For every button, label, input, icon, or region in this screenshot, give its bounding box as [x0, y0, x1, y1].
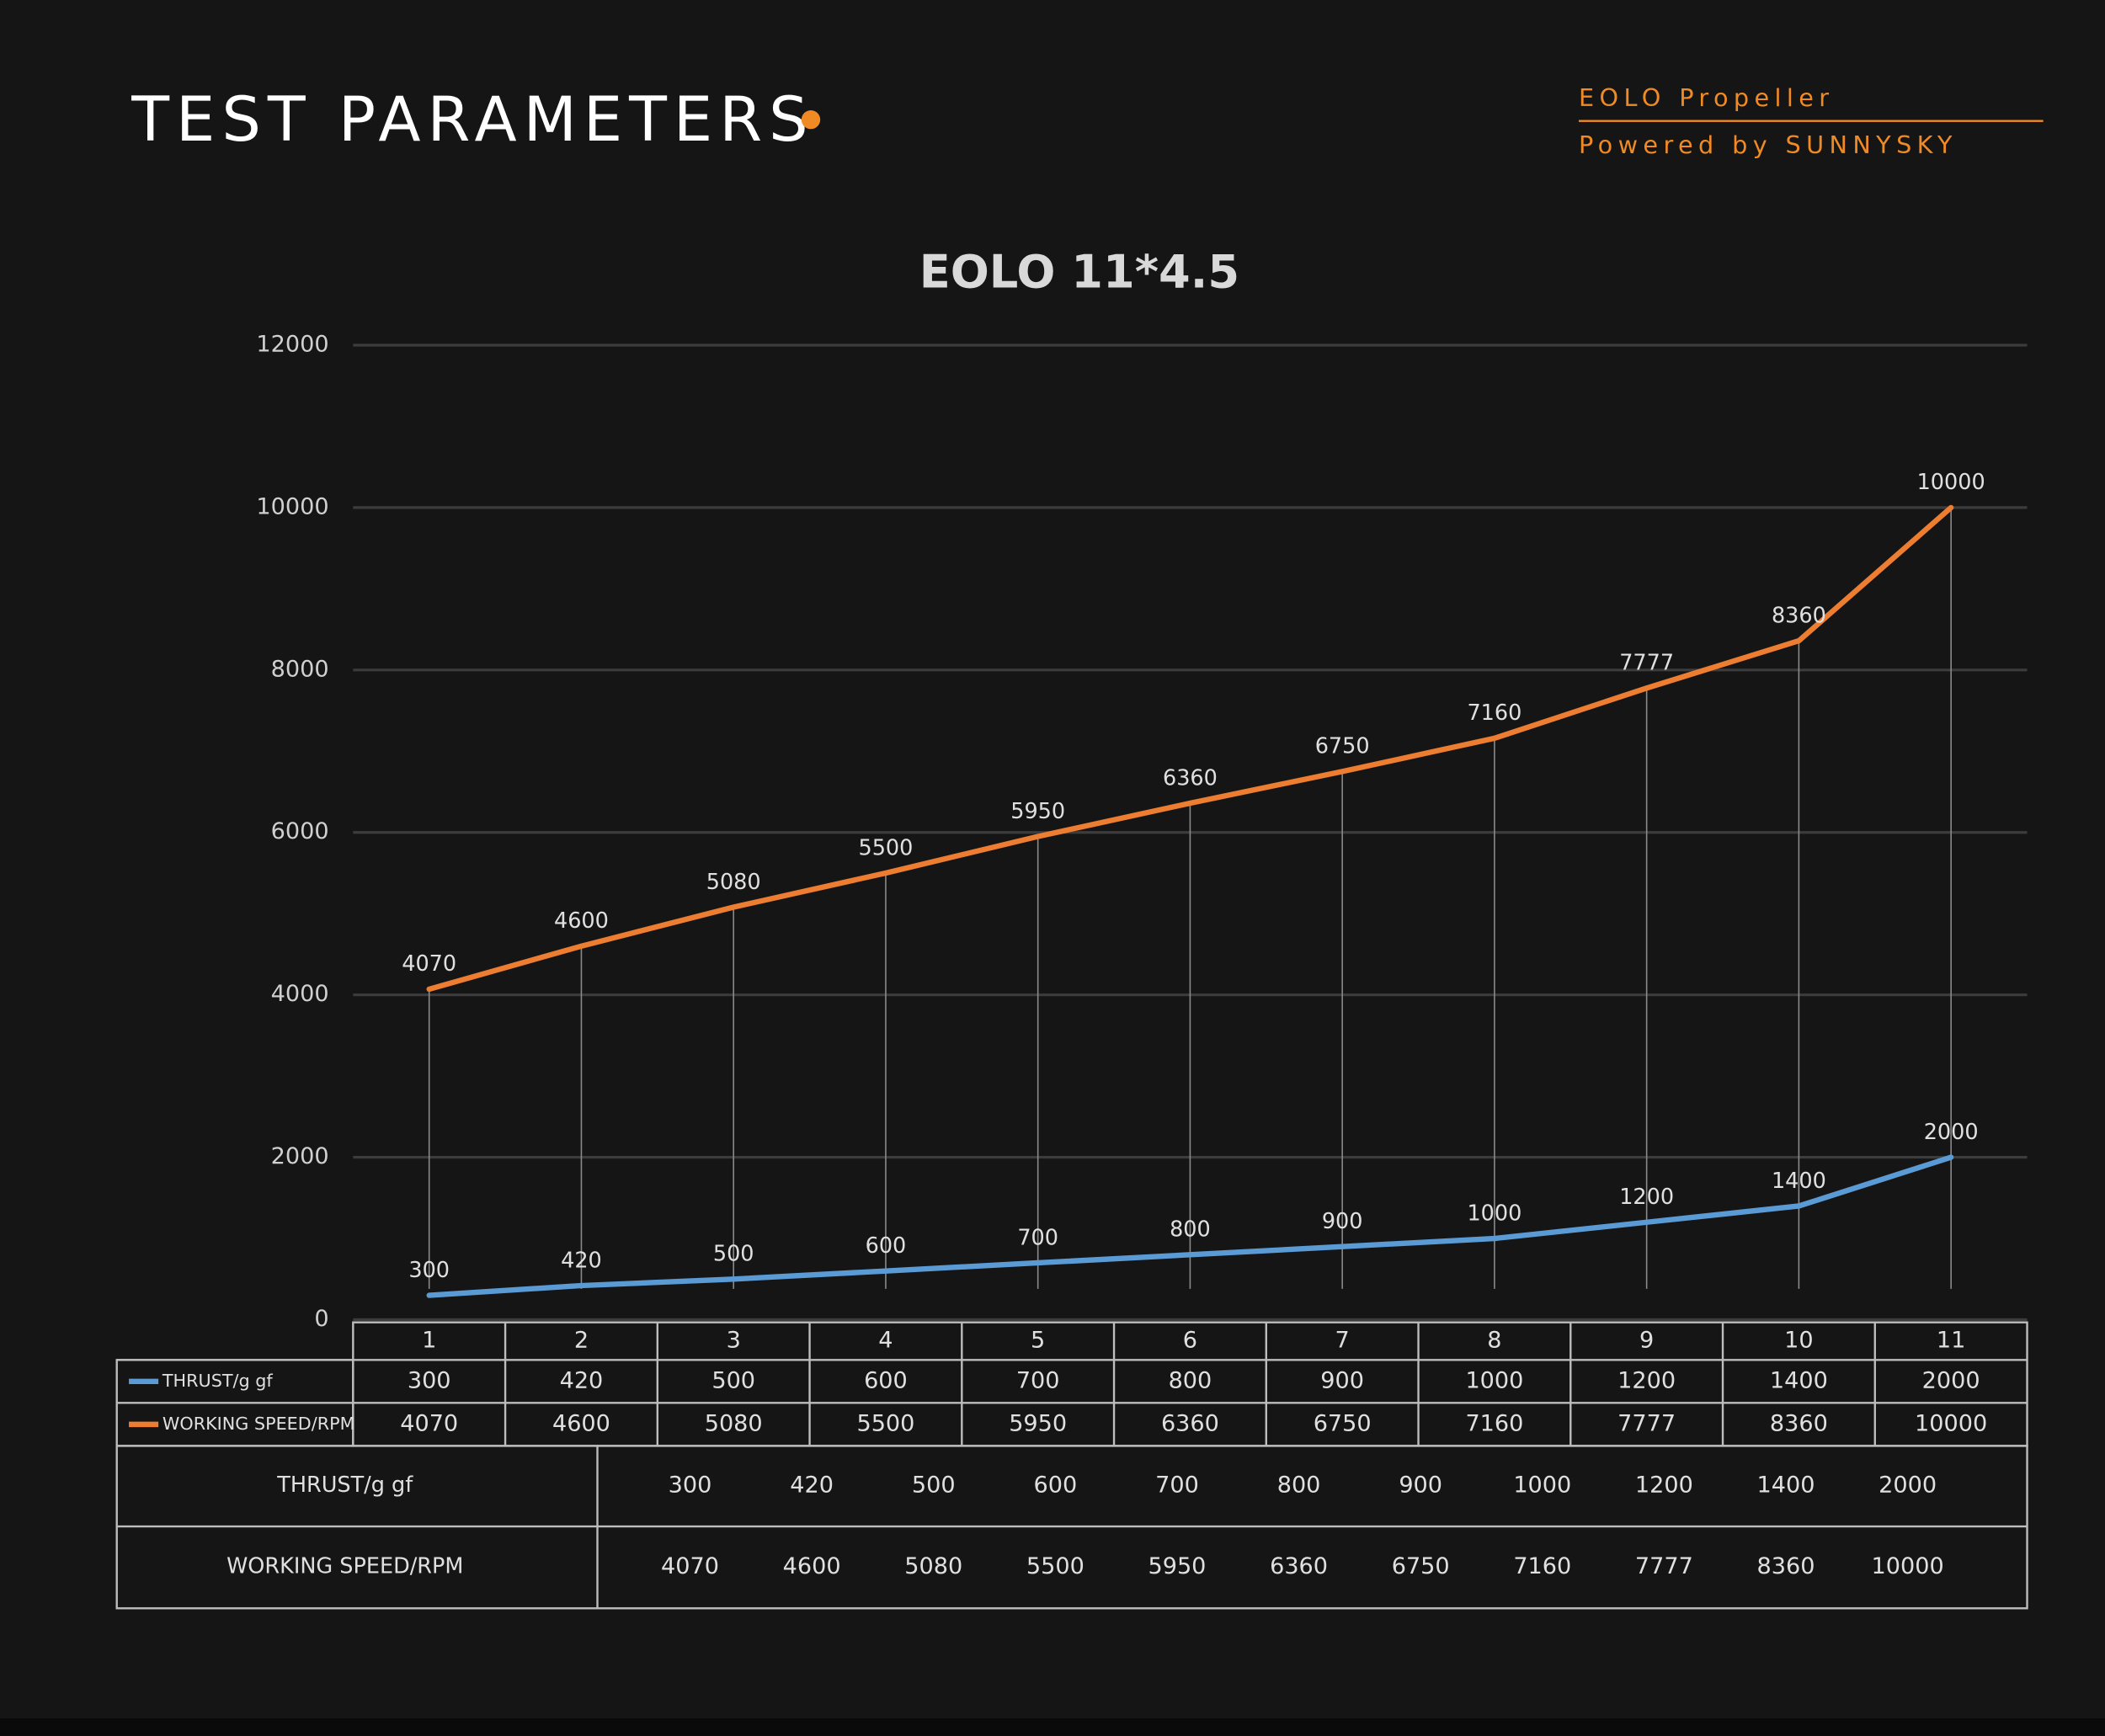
table-cell: 4070	[400, 1410, 458, 1436]
table-cell: 1000	[1465, 1367, 1523, 1393]
table-cell: 300	[408, 1367, 451, 1393]
table-cell: 5950	[1148, 1553, 1206, 1579]
legend-label: WORKING SPEED/RPM	[163, 1414, 355, 1434]
x-tick-label: 1	[422, 1328, 436, 1354]
x-tick-label: 11	[1937, 1328, 1965, 1354]
data-label: 1000	[1467, 1201, 1521, 1226]
table-cell: 800	[1277, 1472, 1321, 1499]
bottom-strip	[0, 1718, 2105, 1736]
title-dot	[801, 109, 821, 130]
table-cell: 300	[669, 1472, 712, 1499]
data-label: 4600	[554, 908, 609, 934]
table-cell: 1400	[1770, 1367, 1828, 1393]
y-tick-label: 6000	[271, 818, 329, 844]
row-header: WORKING SPEED/RPM	[226, 1554, 463, 1579]
data-label: 7160	[1467, 700, 1521, 726]
table-cell: 7777	[1635, 1553, 1693, 1579]
y-tick-label: 2000	[271, 1143, 329, 1169]
x-tick-label: 5	[1031, 1328, 1045, 1354]
data-label: 6750	[1315, 734, 1370, 759]
table-cell: 4600	[552, 1410, 610, 1436]
tagline: Powered by SUNNYSKY	[1579, 130, 1958, 159]
data-label: 600	[866, 1233, 907, 1259]
table-cell: 1400	[1757, 1472, 1815, 1499]
row-header: THRUST/g gf	[276, 1472, 413, 1498]
table-cell: 700	[1016, 1367, 1060, 1393]
x-tick-label: 7	[1335, 1328, 1350, 1354]
series-line	[426, 504, 1954, 993]
data-label: 5950	[1010, 799, 1065, 824]
data-label: 10000	[1917, 470, 1985, 495]
table-cell: 6750	[1392, 1553, 1450, 1579]
x-tick-label: 4	[878, 1328, 893, 1354]
data-label: 8360	[1772, 603, 1826, 628]
table-cell: 900	[1320, 1367, 1364, 1393]
data-label: 700	[1017, 1225, 1058, 1250]
table-cell: 420	[560, 1367, 604, 1393]
data-label: 800	[1170, 1217, 1211, 1243]
table-cell: 800	[1169, 1367, 1212, 1393]
x-tick-label: 6	[1183, 1328, 1197, 1354]
x-tick-label: 10	[1784, 1328, 1813, 1354]
table-cell: 10000	[1872, 1553, 1944, 1579]
page-title: TEST PARAMETERS	[131, 84, 814, 156]
table-cell: 8360	[1770, 1410, 1828, 1436]
x-tick-label: 9	[1639, 1328, 1654, 1354]
data-label: 2000	[1924, 1120, 1979, 1145]
data-label: 500	[713, 1242, 754, 1267]
data-label: 4070	[402, 951, 456, 977]
table-cell: 5950	[1009, 1410, 1067, 1436]
table-cell: 7160	[1465, 1410, 1523, 1436]
y-tick-label: 8000	[271, 656, 329, 682]
table-cell: 10000	[1915, 1410, 1987, 1436]
brand: EOLO Propeller	[1579, 83, 1834, 112]
table-cell: 8360	[1757, 1553, 1815, 1579]
chart-title: EOLO 11*4.5	[919, 246, 1239, 299]
table-cell: 6360	[1270, 1553, 1328, 1579]
data-label: 7777	[1619, 651, 1674, 676]
data-label: 5080	[706, 870, 761, 895]
table-cell: 5500	[856, 1410, 914, 1436]
data-label: 420	[561, 1248, 602, 1273]
table-cell: 600	[1033, 1472, 1077, 1499]
data-label: 300	[408, 1258, 450, 1283]
data-label: 1400	[1772, 1169, 1826, 1194]
table-cell: 1000	[1513, 1472, 1571, 1499]
data-label: 1200	[1619, 1185, 1674, 1210]
table-cell: 1200	[1635, 1472, 1693, 1499]
x-tick-label: 8	[1487, 1328, 1501, 1354]
x-tick-label: 3	[727, 1328, 741, 1354]
table-cell: 900	[1399, 1472, 1442, 1499]
y-tick-label: 4000	[271, 981, 329, 1007]
table-cell: 4600	[783, 1553, 841, 1579]
table-cell: 6360	[1161, 1410, 1219, 1436]
table-cell: 420	[790, 1472, 834, 1499]
table-cell: 1200	[1617, 1367, 1676, 1393]
table-cell: 2000	[1879, 1472, 1937, 1499]
x-tick-label: 2	[574, 1328, 589, 1354]
table-cell: 600	[864, 1367, 908, 1393]
y-tick-label: 0	[314, 1306, 328, 1332]
series-line	[426, 1154, 1954, 1298]
data-label: 900	[1322, 1209, 1363, 1234]
table-cell: 7777	[1617, 1410, 1676, 1436]
legend-label: THRUST/g gf	[162, 1371, 273, 1391]
y-tick-label: 10000	[256, 493, 328, 519]
data-label: 5500	[858, 835, 913, 860]
table-cell: 5080	[705, 1410, 763, 1436]
table-cell: 2000	[1922, 1367, 1980, 1393]
table-cell: 4070	[661, 1553, 719, 1579]
table-cell: 700	[1155, 1472, 1199, 1499]
data-label: 6360	[1163, 765, 1218, 791]
table-cell: 5080	[904, 1553, 962, 1579]
y-tick-label: 12000	[256, 331, 328, 357]
table-cell: 5500	[1026, 1553, 1084, 1579]
table-cell: 500	[711, 1367, 755, 1393]
table-cell: 6750	[1314, 1410, 1372, 1436]
table-cell: 500	[912, 1472, 956, 1499]
table-cell: 7160	[1513, 1553, 1571, 1579]
